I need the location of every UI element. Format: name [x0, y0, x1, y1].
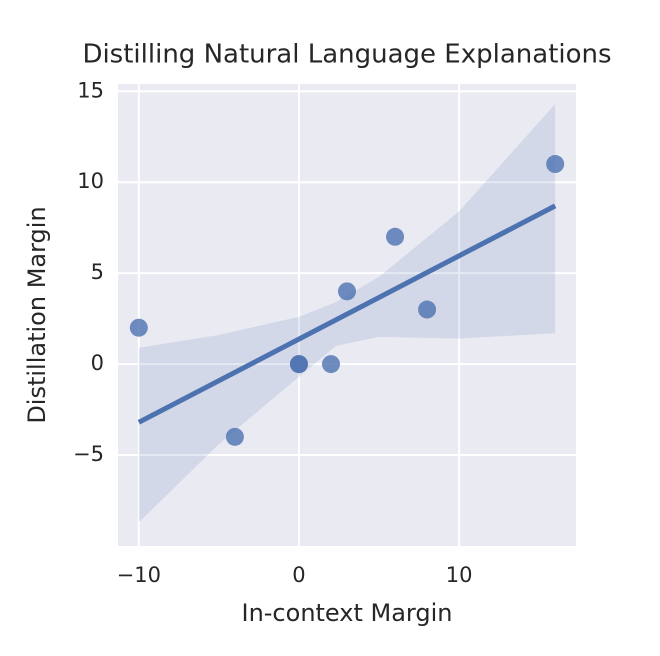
y-tick-label: 10 [77, 169, 104, 193]
point [129, 318, 148, 337]
x-tick-label: 0 [292, 563, 305, 587]
y-tick-label: 0 [91, 351, 104, 375]
y-tick-label: 5 [91, 260, 104, 284]
point [321, 355, 340, 374]
regression-line [137, 203, 557, 425]
y-tick-label: 15 [77, 78, 104, 102]
x-axis-label: In-context Margin [241, 599, 452, 627]
point [386, 227, 405, 246]
point [289, 355, 308, 374]
point [418, 300, 437, 319]
y-tick-label: −5 [73, 442, 104, 466]
y-axis-label: Distillation Margin [23, 206, 51, 423]
point [546, 155, 565, 174]
point [338, 282, 356, 301]
chart-title: Distilling Natural Language Explanations [82, 40, 611, 70]
x-tick-label: −10 [117, 563, 161, 587]
x-tick-label: 10 [446, 563, 473, 587]
point [225, 427, 244, 446]
